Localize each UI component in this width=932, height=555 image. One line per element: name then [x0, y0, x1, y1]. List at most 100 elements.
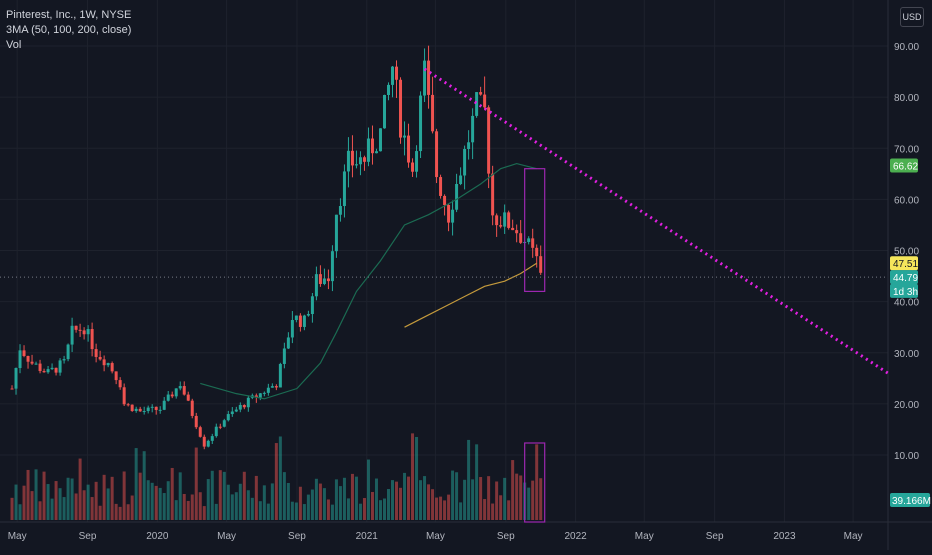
candle-body: [298, 315, 302, 327]
volume-bar: [198, 492, 202, 520]
candle-body: [142, 411, 146, 413]
candle-body: [186, 394, 190, 401]
candle-body: [254, 395, 258, 398]
volume-bar: [475, 444, 479, 520]
candle-body: [234, 409, 238, 412]
volume-bar: [447, 494, 451, 520]
candle-body: [274, 386, 278, 388]
candle-body: [535, 247, 539, 257]
candle-body: [515, 230, 519, 234]
volume-bar: [170, 467, 174, 520]
candle-body: [370, 138, 374, 154]
volume-bar: [451, 470, 455, 520]
volume-bar: [358, 503, 362, 520]
volume-bar: [142, 451, 146, 520]
indicator-label[interactable]: 3MA (50, 100, 200, close): [6, 24, 132, 36]
candle-body: [391, 66, 395, 85]
volume-bar: [218, 470, 222, 520]
volume-bar: [427, 484, 431, 520]
volume-bar: [399, 487, 403, 520]
volume-bar: [334, 479, 338, 520]
candle-body: [206, 440, 210, 447]
volume-bar: [106, 488, 110, 520]
symbol-title[interactable]: Pinterest, Inc., 1W, NYSE: [6, 9, 132, 21]
candle-body: [342, 171, 346, 207]
volume-bar: [366, 459, 370, 520]
volume-bar: [395, 481, 399, 520]
volume-bar: [134, 448, 138, 520]
y-tick-label: 80.00: [894, 93, 919, 104]
volume-bar: [174, 500, 178, 520]
volume-bar: [338, 486, 342, 520]
candle-body: [354, 164, 358, 166]
candle-body: [310, 296, 314, 315]
volume-bar: [270, 483, 274, 520]
ma-line: [404, 262, 538, 328]
volume-bar: [354, 476, 358, 520]
candle-body: [403, 135, 407, 138]
candle-body: [10, 388, 14, 390]
volume-bar: [138, 472, 142, 520]
volume-bar: [230, 494, 234, 520]
y-tick-label: 20.00: [894, 400, 919, 411]
volume-bar: [118, 506, 122, 520]
candle-body: [399, 79, 403, 138]
volume-bar: [178, 472, 182, 520]
candle-body: [431, 94, 435, 132]
candle-body: [114, 371, 118, 381]
y-tick-label: 70.00: [894, 144, 919, 155]
candle-body: [146, 407, 150, 412]
volume-bar: [26, 469, 30, 520]
volume-bar: [158, 487, 162, 520]
volume-bar: [214, 503, 218, 520]
volume-bar: [70, 478, 74, 520]
candle-body: [411, 162, 415, 172]
volume-bar: [122, 471, 126, 520]
volume-bar: [166, 481, 170, 520]
volume-bar: [403, 472, 407, 520]
currency-button[interactable]: USD: [900, 7, 924, 27]
candle-body: [162, 400, 166, 410]
volume-bar: [222, 471, 226, 520]
candle-body: [194, 415, 198, 428]
candle-body: [26, 356, 30, 362]
candle-body: [270, 386, 274, 388]
volume-bar: [102, 474, 106, 520]
candle-body: [78, 329, 82, 331]
candle-body: [290, 320, 294, 338]
volume-bar: [314, 478, 318, 520]
volume-bar: [258, 501, 262, 520]
x-tick-label: May: [8, 531, 27, 542]
volume-label[interactable]: Vol: [6, 39, 22, 51]
price-label-bg: [890, 270, 918, 285]
volume-bar: [499, 495, 503, 520]
volume-bar: [202, 506, 206, 520]
volume-bar: [487, 476, 491, 520]
candle-body: [158, 409, 162, 411]
volume-bar: [531, 480, 535, 520]
volume-bar: [310, 489, 314, 520]
candle-body: [90, 329, 94, 350]
candle-body: [218, 426, 222, 428]
volume-bar: [330, 504, 334, 520]
volume-bar: [535, 444, 539, 520]
volume-bar: [206, 479, 210, 520]
candle-body: [242, 405, 246, 408]
volume-bar: [22, 485, 26, 520]
volume-bar: [254, 475, 258, 520]
candle-body: [378, 128, 382, 152]
volume-bar: [322, 488, 326, 520]
candle-body: [138, 408, 142, 412]
highlight-box: [524, 168, 546, 292]
candle-body: [86, 329, 90, 335]
volume-bar: [14, 484, 18, 520]
x-axis: May Sep 2020 May Sep 2021 May Sep 2022 May Sep 2023…: [8, 531, 863, 542]
price-label: 1d 3h: [893, 287, 918, 298]
candle-body: [182, 386, 186, 395]
candle-body: [62, 359, 66, 361]
volume-bar: [495, 481, 499, 520]
volume-bar: [38, 501, 42, 520]
x-tick-label: 2023: [773, 531, 796, 542]
